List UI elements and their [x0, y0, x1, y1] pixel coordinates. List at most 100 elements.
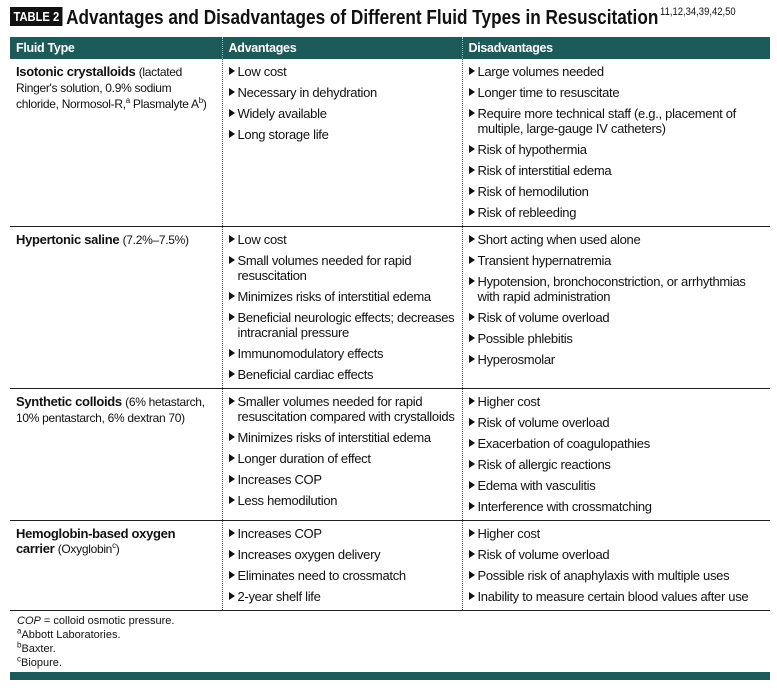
list-item: Risk of rebleeding [468, 205, 765, 220]
list-item: Eliminates need to crossmatch [228, 568, 456, 583]
list-item: Low cost [228, 64, 456, 79]
column-header: Fluid Type [10, 37, 222, 59]
list-item: Risk of interstitial edema [468, 163, 765, 178]
superscript: a [17, 626, 22, 636]
disadvantages-cell: Higher cost Risk of volume overload Exacer… [461, 388, 770, 521]
list-item: Risk of volume overload [468, 415, 765, 430]
list-item: Small volumes needed for rapid resuscita… [228, 253, 456, 283]
fluid-detail: (6% hetastarch, 10% pentastarch, 6% dext… [16, 395, 205, 425]
list-item: Interference with crossmatching [468, 499, 765, 514]
header-row: Fluid Type Advantages Disadvantages [10, 37, 770, 59]
list-item: Increases oxygen delivery [228, 547, 456, 562]
list-item: Transient hypernatremia [468, 253, 765, 268]
list-item: Higher cost [468, 394, 765, 409]
advantages-cell: Smaller volumes needed for rapid resusci… [221, 388, 462, 521]
list-item: Exacerbation of coagulopathies [468, 436, 765, 451]
list-item: Increases COP [228, 472, 456, 487]
footnote: COP = colloid osmotic pressure. [17, 614, 174, 628]
list-item: Require more technical staff (e.g., plac… [468, 106, 765, 136]
column-header: Advantages [221, 37, 462, 59]
list-item: Possible phlebitis [468, 331, 765, 346]
list-item: Immunomodulatory effects [228, 346, 456, 361]
list-item: Edema with vasculitis [468, 478, 765, 493]
table-row: Hemoglobin-based oxygen carrier (Oxyglob… [10, 520, 770, 611]
footnote: aAbbott Laboratories. [17, 626, 174, 642]
detail-text: ) [115, 542, 120, 556]
footnote-text: Biopure. [21, 657, 62, 669]
table-row: Synthetic colloids (6% hetastarch, 10% p… [10, 388, 770, 521]
list-item: Large volumes needed [468, 64, 765, 79]
abbreviation: COP [17, 615, 41, 627]
detail-text: (Oxyglobin [57, 542, 113, 556]
table-row: Hypertonic saline (7.2%–7.5%) Low cost Sma… [10, 226, 770, 389]
list-item: Low cost [228, 232, 456, 247]
list-item: Increases COP [228, 526, 456, 541]
title: TABLE 2 Advantages and Disadvantages of D… [10, 6, 736, 30]
disadvantages-cell: Large volumes needed Longer time to resus… [461, 59, 770, 227]
fluid-name: Synthetic colloids [16, 394, 122, 409]
list-item: Minimizes risks of interstitial edema [228, 430, 456, 445]
list-item: 2-year shelf life [228, 589, 456, 604]
table-body: Isotonic crystalloids (lactated Ringer's… [10, 59, 770, 611]
list-item: Longer time to resuscitate [468, 85, 765, 100]
fluid-detail: (Oxyglobinc) [57, 541, 120, 557]
fluid-name: Isotonic crystalloids [16, 64, 136, 79]
fluid-cell: Isotonic crystalloids (lactated Ringer's… [10, 59, 222, 227]
list-item: Possible risk of anaphylaxis with multip… [468, 568, 765, 583]
list-item: Long storage life [228, 127, 456, 142]
list-item: Beneficial cardiac effects [228, 367, 456, 382]
list-item: Smaller volumes needed for rapid resusci… [228, 394, 456, 424]
table-row: Isotonic crystalloids (lactated Ringer's… [10, 59, 770, 227]
detail-text: (7.2%–7.5%) [122, 233, 189, 247]
footnote: cBiopure. [17, 654, 174, 670]
references: 11,12,34,39,42,50 [660, 6, 736, 18]
advantages-cell: Increases COP Increases oxygen delivery El… [221, 520, 462, 611]
list-item: Inability to measure certain blood value… [468, 589, 765, 604]
list-item: Less hemodilution [228, 493, 456, 508]
list-item: Beneficial neurologic effects; decreases… [228, 310, 456, 340]
list-item: Necessary in dehydration [228, 85, 456, 100]
table: Fluid Type Advantages Disadvantages Isoton… [10, 37, 770, 611]
detail-text: ) [202, 97, 207, 111]
list-item: Widely available [228, 106, 456, 121]
superscript: a [125, 96, 130, 105]
disadvantages-cell: Short acting when used alone Transient hy… [461, 226, 770, 389]
fluid-detail: (lactated Ringer's solution, 0.9% sodium… [16, 65, 207, 111]
footnotes: COP = colloid osmotic pressure. aAbbott L… [17, 614, 174, 670]
list-item: Risk of volume overload [468, 547, 765, 562]
table-head: Fluid Type Advantages Disadvantages [10, 37, 770, 59]
list-item: Hyperosmolar [468, 352, 765, 367]
superscript: b [17, 640, 22, 650]
fluid-name: Hypertonic saline [16, 232, 120, 247]
footnote-text: Baxter. [21, 643, 56, 655]
fluid-cell: Synthetic colloids (6% hetastarch, 10% p… [10, 388, 222, 521]
footnote: bBaxter. [17, 640, 174, 656]
list-item: Higher cost [468, 526, 765, 541]
advantages-cell: Low cost Small volumes needed for rapid r… [221, 226, 462, 389]
advantages-cell: Low cost Necessary in dehydration Widely a… [221, 59, 462, 227]
table-badge: TABLE 2 [10, 7, 63, 26]
list-item: Risk of allergic reactions [468, 457, 765, 472]
list-item: Short acting when used alone [468, 232, 765, 247]
table-title: Advantages and Disadvantages of Differen… [66, 7, 659, 29]
detail-text: Plasmalyte A [129, 97, 199, 111]
fluid-cell: Hypertonic saline (7.2%–7.5%) [10, 226, 222, 389]
detail-text: (6% hetastarch, 10% pentastarch, 6% dext… [16, 395, 205, 425]
superscript: c [112, 541, 116, 550]
footnote-text: Abbott Laboratories. [21, 629, 121, 641]
detail-text: (lactated Ringer's solution, 0.9% sodium… [16, 65, 183, 111]
disadvantages-cell: Higher cost Risk of volume overload Possib… [461, 520, 770, 611]
list-item: Minimizes risks of interstitial edema [228, 289, 456, 304]
list-item: Risk of volume overload [468, 310, 765, 325]
superscript: c [17, 654, 21, 664]
list-item: Risk of hypothermia [468, 142, 765, 157]
superscript: b [198, 96, 203, 105]
list-item: Hypotension, bronchoconstriction, or arr… [468, 274, 765, 304]
bottom-band [10, 672, 770, 680]
fluid-cell: Hemoglobin-based oxygen carrier (Oxyglob… [10, 520, 222, 611]
list-item: Risk of hemodilution [468, 184, 765, 199]
list-item: Longer duration of effect [228, 451, 456, 466]
fluid-detail: (7.2%–7.5%) [123, 233, 189, 247]
column-header: Disadvantages [461, 37, 770, 59]
